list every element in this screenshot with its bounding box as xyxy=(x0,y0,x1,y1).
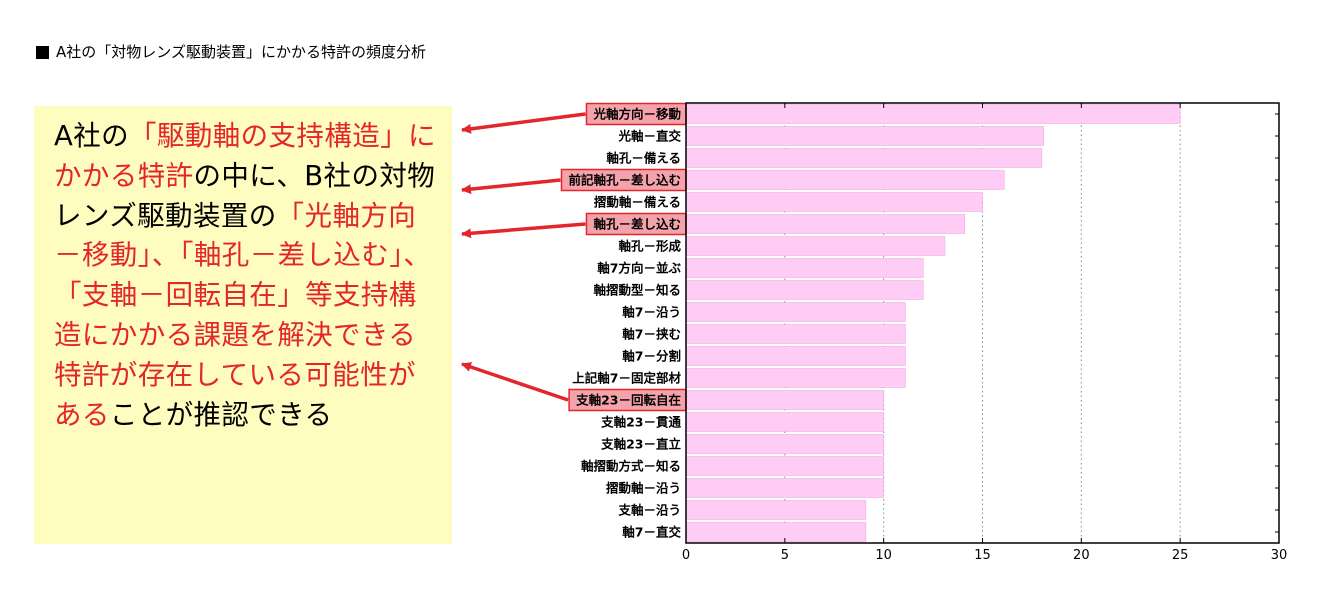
bar xyxy=(685,522,867,542)
bar xyxy=(685,192,983,212)
note-segment: ことが推認できる xyxy=(109,398,333,431)
category-label: 摺動軸－備える xyxy=(594,195,681,210)
grid-lines xyxy=(784,103,1181,543)
bar xyxy=(685,302,906,322)
bar xyxy=(685,346,906,366)
category-label: 上記軸7－固定部材 xyxy=(572,371,681,386)
x-tick-label: 25 xyxy=(1172,548,1189,563)
note-segment: A社の xyxy=(54,120,130,152)
category-label: 軸7－沿う xyxy=(622,305,681,320)
tick-marks xyxy=(685,103,1280,543)
category-label: 軸7方向－並ぶ xyxy=(597,261,681,276)
arrow xyxy=(461,222,586,239)
category-label: 光軸－直交 xyxy=(617,129,681,144)
category-label: 光軸方向－移動 xyxy=(592,107,681,122)
x-tick-labels: 0 5 10 15 20 25 30 xyxy=(682,548,1287,563)
category-label: 支軸23－回転自在 xyxy=(575,393,681,408)
bar xyxy=(685,324,906,344)
bar xyxy=(685,236,946,256)
arrow xyxy=(461,178,561,195)
bar xyxy=(685,214,966,234)
bars xyxy=(685,104,1181,542)
bar xyxy=(685,456,884,476)
category-label: 摺動軸－沿う xyxy=(606,481,681,496)
category-label: 支軸23－直立 xyxy=(600,437,681,452)
bar xyxy=(685,412,884,432)
category-labels: 光軸方向－移動光軸－直交軸孔－備える前記軸孔－差し込む摺動軸－備える軸孔－差し込… xyxy=(568,107,681,540)
x-tick-label: 20 xyxy=(1073,548,1090,563)
bar xyxy=(685,280,924,300)
bar xyxy=(685,434,884,454)
category-label: 軸7－挟む xyxy=(622,327,681,342)
category-label: 軸7－分割 xyxy=(622,349,681,364)
x-tick-label: 5 xyxy=(781,548,789,563)
arrows xyxy=(461,112,586,402)
arrow xyxy=(461,112,586,134)
chart-title: A社の「対物レンズ駆動装置」にかかる特許の頻度分析 xyxy=(36,41,426,63)
category-label: 支軸－沿う xyxy=(617,503,681,518)
category-label: 軸孔－差し込む xyxy=(593,217,681,232)
bar xyxy=(685,126,1045,146)
bar xyxy=(685,104,1181,124)
bar xyxy=(685,478,884,498)
bar xyxy=(685,170,1005,190)
x-tick-label: 15 xyxy=(974,548,991,563)
category-label: 軸摺動方式－知る xyxy=(581,459,681,474)
bar xyxy=(685,390,884,410)
x-tick-label: 0 xyxy=(682,548,690,563)
x-tick-label: 10 xyxy=(875,548,892,563)
bar xyxy=(685,500,867,520)
category-label: 前記軸孔－差し込む xyxy=(568,173,681,188)
square-bullet-icon xyxy=(36,45,49,59)
category-label: 軸孔－備える xyxy=(606,151,681,166)
note-segment-highlight: 「駆動軸の支持構造」にかかる特許 xyxy=(54,120,436,192)
bar xyxy=(685,368,906,388)
bar xyxy=(685,258,924,278)
arrow xyxy=(461,362,569,402)
note-segment: の中に、B社の対物レンズ駆動装置の xyxy=(54,159,436,232)
note-segment-highlight: 「光軸方向－移動」、「軸孔－差し込む」、「支軸－回転自在」等支持構造にかかる課題… xyxy=(54,199,432,431)
x-tick-label: 30 xyxy=(1271,548,1288,563)
highlight-boxes xyxy=(560,102,687,412)
annotation-note: A社の「駆動軸の支持構造」にかかる特許の中に、B社の対物レンズ駆動装置の「光軸方… xyxy=(34,106,452,544)
bar xyxy=(685,148,1043,168)
category-label: 軸孔－形成 xyxy=(618,239,681,254)
category-label: 軸7－直交 xyxy=(622,525,681,540)
category-label: 軸摺動型－知る xyxy=(593,283,681,298)
category-label: 支軸23－貫通 xyxy=(600,415,681,430)
chart-title-text: A社の「対物レンズ駆動装置」にかかる特許の頻度分析 xyxy=(56,43,426,61)
